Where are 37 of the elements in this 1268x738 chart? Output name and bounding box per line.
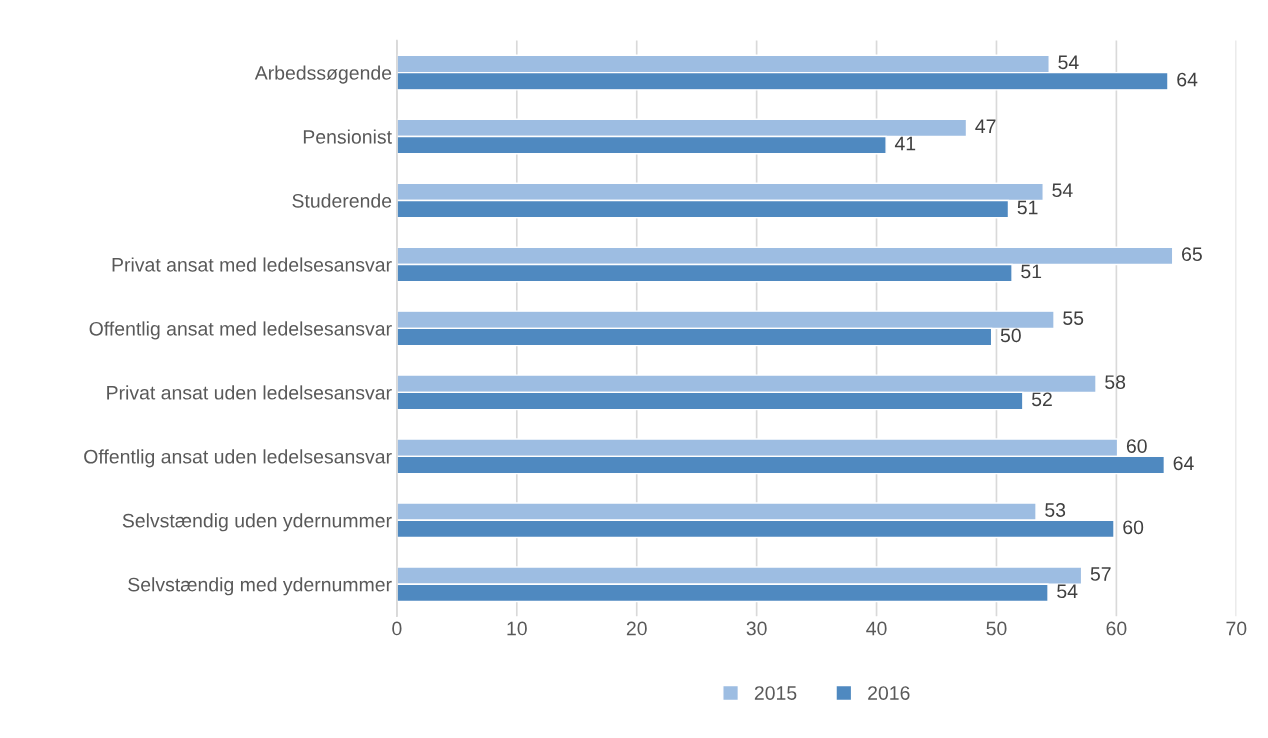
data-label: 54 [1057,584,1078,599]
data-label: 51 [1021,264,1042,279]
data-label: 60 [1126,439,1147,453]
data-label: 55 [1063,311,1084,325]
x-tick-label: 70 [1226,621,1247,636]
y-tick-label: Selvstændig uden ydernummer [122,513,392,532]
data-label: 64 [1173,456,1194,471]
data-label: 53 [1045,503,1066,517]
y-tick-label: Offentlig ansat uden ledelsesansvar [84,449,392,468]
data-label: 57 [1090,567,1111,581]
data-label: 58 [1105,375,1126,389]
data-label: 65 [1182,247,1202,262]
data-label: 51 [1017,200,1038,215]
x-tick-label: 50 [986,621,1007,636]
y-tick-label: Privat ansat med ledelsesansvar [112,257,392,272]
y-tick-label: Privat ansat uden ledelsesansvar [107,385,392,400]
y-tick-label: Studerende [292,193,392,208]
y-tick-label: Selvstændig med ydernummer [128,577,392,596]
data-label: 52 [1031,392,1052,407]
x-tick-label: 60 [1106,621,1127,636]
data-label: 50 [1000,328,1021,343]
y-tick-label: Arbedssøgende [254,65,392,84]
x-tick-label: 0 [392,621,402,636]
y-tick-label: Pensionist [303,129,392,144]
legend-label: 2015 [754,686,797,700]
x-tick-label: 20 [626,621,647,636]
data-label: 54 [1058,55,1079,70]
x-tick-label: 30 [746,621,767,636]
data-label: 60 [1123,520,1144,535]
data-label: 64 [1177,72,1198,87]
data-label: 47 [975,119,996,133]
data-label: 54 [1052,183,1073,198]
data-label: 41 [894,136,916,151]
x-tick-label: 40 [866,621,887,636]
x-tick-label: 10 [507,621,527,636]
legend-label: 2016 [868,686,910,700]
y-tick-label: Offentlig ansat med ledelsesansvar [89,321,392,340]
